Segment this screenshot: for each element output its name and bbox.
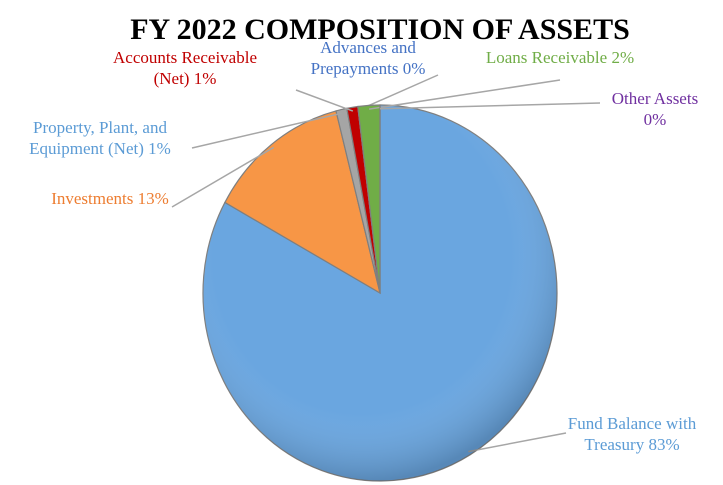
leader-line [379, 102, 601, 110]
data-label: Loans Receivable 2% [485, 47, 635, 68]
category-label: Fund Balance with Treasury [567, 414, 697, 454]
data-label: Advances and Prepayments 0% [293, 37, 443, 79]
value-label: 0% [643, 110, 667, 129]
chart-title: FY 2022 COMPOSITION OF ASSETS [130, 13, 630, 46]
category-label: Investments [51, 189, 134, 208]
value-label: 1% [148, 139, 171, 158]
leader-line [368, 79, 561, 110]
value-label: 0% [402, 59, 426, 78]
category-label: Advances and Prepayments [310, 38, 416, 78]
data-label: Property, Plant, and Equipment (Net) 1% [0, 117, 205, 159]
leader-line [357, 74, 439, 111]
value-label: 1% [193, 69, 217, 88]
data-label: Fund Balance with Treasury 83% [565, 413, 700, 455]
category-label: Accounts Receivable (Net) [113, 48, 257, 88]
value-label: 13% [137, 189, 169, 208]
data-label: Investments 13% [40, 188, 180, 209]
leader-line [295, 89, 354, 112]
value-label: 83% [648, 435, 680, 454]
category-label: Other Assets [611, 89, 699, 108]
category-label: Loans Receivable [485, 48, 608, 67]
data-label: Other Assets 0% [600, 88, 710, 130]
category-label: Property, Plant, and Equipment (Net) [29, 118, 167, 158]
data-label: Accounts Receivable (Net) 1% [105, 47, 265, 89]
value-label: 2% [611, 48, 635, 67]
